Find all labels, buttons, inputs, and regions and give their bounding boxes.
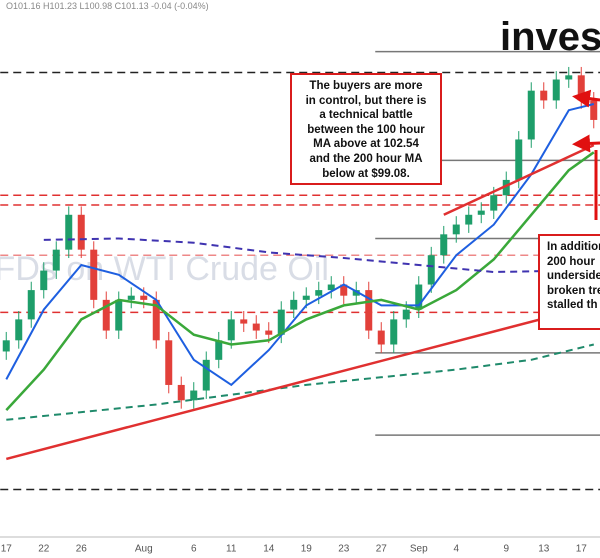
x-tick-label: 6	[191, 544, 197, 555]
annotation-line: 200 hour	[547, 255, 595, 268]
annotation-box: In addition 200 hour underside broken tre st…	[538, 234, 600, 330]
candle-body	[277, 309, 285, 335]
annotation-line: between the 100 hour	[307, 123, 425, 136]
candle-body	[202, 359, 210, 391]
candle-body	[15, 319, 23, 341]
annotation-line: underside	[547, 270, 600, 283]
annotation-line: broken tre	[547, 284, 600, 297]
logo: inves	[500, 15, 600, 59]
candle-body	[252, 323, 260, 331]
line-series	[6, 343, 595, 421]
candle-body	[390, 319, 398, 345]
x-tick-label: 22	[38, 544, 50, 555]
candle-body	[265, 330, 273, 335]
candle-body	[127, 295, 135, 300]
line-series	[443, 143, 595, 216]
candle-body	[552, 79, 560, 101]
candle-body	[415, 284, 423, 310]
candle-body	[215, 340, 223, 360]
candle-body	[590, 100, 598, 120]
x-tick-label: 4	[453, 544, 459, 555]
candle-body	[352, 290, 360, 296]
ohlc-header: O101.16 H101.23 L100.98 C101.13 -0.04 (-…	[6, 1, 209, 11]
candle-body	[40, 270, 48, 291]
candle-body	[77, 214, 85, 250]
x-tick-label: 19	[301, 544, 313, 555]
line-series	[5, 304, 595, 461]
line-series	[5, 103, 595, 387]
candle-body	[515, 139, 523, 180]
candle-body	[302, 295, 310, 300]
candle-body	[577, 75, 585, 101]
x-tick-label: 9	[503, 544, 509, 555]
candle-body	[527, 90, 535, 140]
candle-body	[365, 290, 373, 331]
candle-body	[377, 330, 385, 345]
candle-body	[90, 249, 98, 300]
candle-body	[2, 340, 10, 352]
x-tick-label: 13	[538, 544, 550, 555]
candle-body	[490, 195, 498, 211]
candle-body	[540, 90, 548, 101]
candle-body	[452, 224, 460, 235]
candle-body	[502, 179, 510, 196]
candle-body	[227, 319, 235, 341]
annotation-line: stalled th	[547, 299, 598, 312]
candle-body	[427, 255, 435, 285]
candle-body	[340, 284, 348, 296]
annotation-line: In addition	[547, 241, 600, 253]
x-tick-label: 17	[576, 544, 588, 555]
annotation-box: The buyers are more in control, but there…	[290, 73, 442, 185]
candle-body	[315, 290, 323, 296]
line-series	[43, 237, 594, 274]
candle-body	[177, 384, 185, 401]
candle-body	[165, 340, 173, 385]
candle-body	[152, 299, 160, 341]
annotation-line: and the 200 hour MA	[309, 152, 423, 165]
candle-body	[65, 214, 73, 250]
x-tick-label: 26	[76, 544, 88, 555]
candle-body	[290, 299, 298, 310]
candle-body	[52, 249, 60, 271]
x-tick-label: 27	[376, 544, 388, 555]
candle-body	[477, 210, 485, 215]
x-tick-label: 17	[1, 544, 13, 555]
x-tick-label: Aug	[135, 544, 153, 555]
candle-body	[115, 299, 123, 331]
candle-body	[140, 295, 148, 300]
candle-body	[440, 234, 448, 256]
x-tick-label: 14	[263, 544, 275, 555]
annotation-line: below at $99.08.	[322, 167, 410, 180]
line-series	[5, 151, 595, 411]
annotation-line: in control, but there is	[305, 94, 427, 107]
annotation-line: a technical battle	[319, 109, 413, 122]
candle-body	[327, 284, 335, 291]
candle-body	[102, 299, 110, 331]
x-tick-label: 23	[338, 544, 350, 555]
candle-body	[402, 309, 410, 320]
candle-body	[465, 214, 473, 225]
candle-body	[565, 75, 573, 80]
candle-body	[190, 390, 198, 401]
annotation-line: The buyers are more	[309, 80, 423, 92]
candle-body	[27, 290, 35, 320]
annotation-line: MA above at 102.54	[313, 138, 419, 151]
candle-body	[240, 319, 248, 324]
x-tick-label: 11	[226, 544, 237, 555]
x-tick-label: Sep	[410, 544, 428, 555]
